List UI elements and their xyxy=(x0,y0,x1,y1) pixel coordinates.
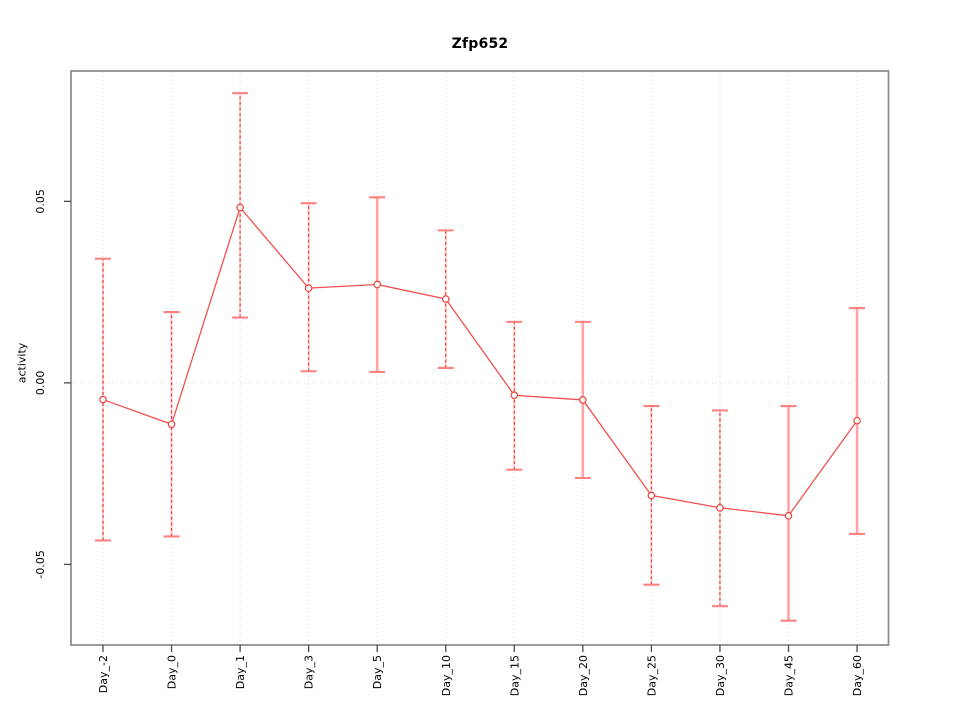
data-point xyxy=(373,280,382,289)
data-point xyxy=(716,503,724,512)
x-axis-tick-label: Day_45 xyxy=(783,655,796,696)
x-axis-tick-label: Day_15 xyxy=(508,655,521,696)
data-point xyxy=(784,511,793,520)
x-axis-tick-label: Day_20 xyxy=(577,655,590,696)
data-point xyxy=(853,416,861,425)
data-point xyxy=(510,391,519,400)
x-axis-tick-label: Day_5 xyxy=(371,655,384,689)
chart-title: Zfp652 xyxy=(451,36,509,52)
data-point xyxy=(99,395,107,404)
x-axis-tick-label: Day_10 xyxy=(440,655,453,696)
x-axis-tick-label: Day_3 xyxy=(303,655,316,689)
y-axis-tick-label: -0.05 xyxy=(34,550,47,578)
x-axis-tick-label: Day_-2 xyxy=(97,655,110,693)
x-axis-tick-label: Day_25 xyxy=(645,655,658,696)
data-point xyxy=(236,203,244,212)
data-point xyxy=(304,284,313,292)
series-line xyxy=(102,206,858,517)
x-axis-tick-label: Day_0 xyxy=(166,655,179,689)
y-axis-tick-label: 0.00 xyxy=(34,371,47,396)
y-axis-tick-label: 0.05 xyxy=(34,189,47,214)
data-point xyxy=(579,396,587,404)
data-point xyxy=(441,295,450,303)
x-axis-tick-label: Day_30 xyxy=(714,655,727,696)
plot-box xyxy=(70,70,890,646)
data-point xyxy=(167,420,176,429)
data-point xyxy=(647,491,656,500)
x-axis-tick-label: Day_60 xyxy=(851,655,864,696)
x-axis-tick-label: Day_1 xyxy=(234,655,247,689)
